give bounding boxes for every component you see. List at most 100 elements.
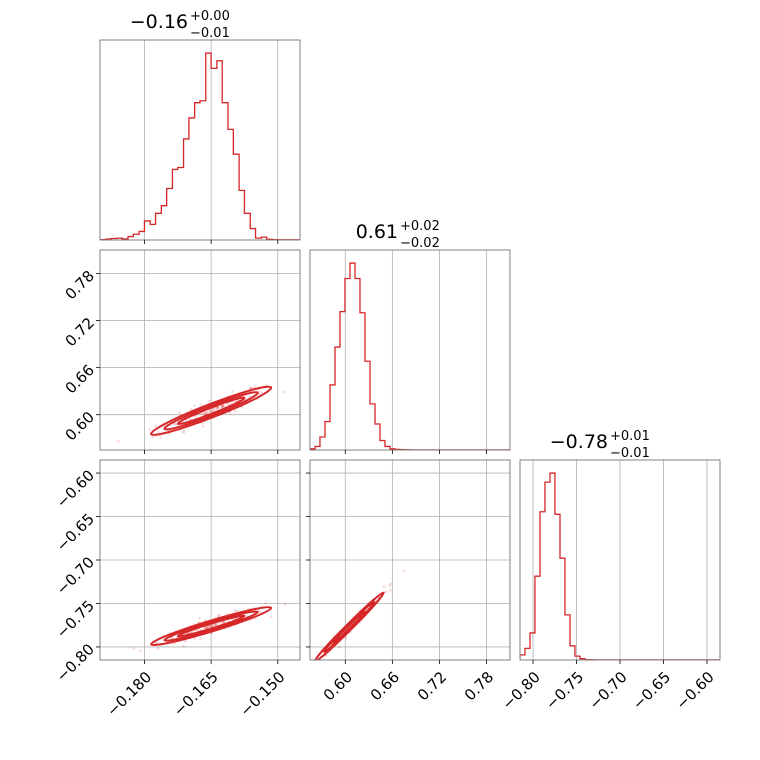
scatter-point xyxy=(198,616,201,620)
hist-param0-title: −0.16 xyxy=(130,11,188,33)
hist-param1-marks xyxy=(310,262,510,450)
scatter-point xyxy=(221,405,224,409)
y-tick-label: 0.78 xyxy=(62,267,98,303)
density-contour xyxy=(150,606,273,646)
hist-param1-frame xyxy=(309,249,511,451)
scatter-point xyxy=(159,436,162,439)
scatter-point xyxy=(218,621,222,625)
joint-param0-param2-marks xyxy=(132,602,287,652)
scatter-point xyxy=(184,639,187,643)
scatter-point xyxy=(282,390,286,394)
scatter-point xyxy=(233,409,237,413)
scatter-point xyxy=(201,425,205,428)
scatter-point xyxy=(132,647,136,650)
scatter-point xyxy=(221,404,225,408)
hist-param2-title-sup: +0.01 xyxy=(610,429,650,444)
histogram-step xyxy=(310,262,510,450)
scatter-point xyxy=(389,589,392,592)
scatter-point xyxy=(215,408,218,412)
scatter-point xyxy=(205,411,209,414)
x-tick-label: −0.65 xyxy=(629,668,674,713)
y-tick-label: 0.66 xyxy=(62,361,98,397)
hist-param0-title-sub: −0.01 xyxy=(190,26,230,41)
scatter-point xyxy=(192,404,196,407)
scatter-point xyxy=(203,411,207,414)
scatter-point xyxy=(207,410,211,414)
scatter-point xyxy=(116,440,120,443)
hist-param2-grid xyxy=(532,460,708,660)
scatter-point xyxy=(220,405,224,409)
scatter-point xyxy=(193,637,197,640)
scatter-point xyxy=(171,636,175,640)
scatter-point xyxy=(215,406,218,410)
scatter-point xyxy=(188,418,191,421)
scatter-point xyxy=(384,590,388,594)
scatter-point xyxy=(253,385,257,389)
x-tick-label: 0.66 xyxy=(367,668,403,704)
scatter-point xyxy=(210,410,213,413)
hist-param1-title-sub: −0.02 xyxy=(400,236,440,251)
y-tick-label: −0.60 xyxy=(53,466,98,511)
density-contour xyxy=(150,385,273,436)
scatter-point xyxy=(260,391,263,394)
scatter-point xyxy=(213,623,217,627)
scatter-point xyxy=(182,431,185,434)
density-contour xyxy=(313,591,385,660)
joint-param1-param2-panel xyxy=(306,459,511,669)
scatter-point xyxy=(153,642,157,645)
density-contour xyxy=(163,391,259,431)
scatter-point xyxy=(338,646,341,649)
scatter-point xyxy=(203,412,206,416)
joint-param1-param2-grid xyxy=(310,460,510,660)
hist-param0-panel: −0.16 +0.00 −0.01 xyxy=(99,9,301,244)
hist-param2-title: −0.78 xyxy=(550,431,608,453)
scatter-point xyxy=(213,623,216,627)
joint-param0-param1-grid xyxy=(100,250,300,450)
scatter-point xyxy=(209,625,212,628)
scatter-point xyxy=(199,637,203,640)
scatter-point xyxy=(264,602,267,605)
scatter-point xyxy=(389,582,393,586)
scatter-point xyxy=(382,585,386,589)
y-tick-label: −0.75 xyxy=(53,597,98,642)
x-tick-label: −0.70 xyxy=(586,668,631,713)
joint-param0-param2-grid xyxy=(100,460,300,660)
scatter-point xyxy=(283,603,287,606)
scatter-point xyxy=(173,422,177,425)
scatter-point xyxy=(249,386,253,390)
scatter-point xyxy=(235,609,238,613)
y-tick-label: 0.60 xyxy=(62,408,98,444)
hist-param0-title-sup: +0.00 xyxy=(190,9,230,24)
hist-param0-marks xyxy=(100,52,300,240)
scatter-point xyxy=(315,660,318,663)
scatter-point xyxy=(156,647,160,650)
scatter-point xyxy=(178,411,182,415)
y-tick-label: −0.70 xyxy=(53,553,98,598)
scatter-point xyxy=(217,614,220,618)
scatter-point xyxy=(211,623,214,627)
scatter-point xyxy=(212,409,216,412)
joint-param0-param2-panel xyxy=(96,459,301,664)
scatter-point xyxy=(182,430,186,433)
x-tick-label: 0.72 xyxy=(414,668,450,704)
x-tick-label: 0.60 xyxy=(320,668,356,704)
scatter-point xyxy=(269,615,273,619)
scatter-point xyxy=(312,661,315,664)
scatter-point xyxy=(172,422,176,426)
scatter-point xyxy=(310,666,313,669)
scatter-point xyxy=(173,642,176,645)
hist-param1-title-sup: +0.02 xyxy=(400,219,440,234)
scatter-point xyxy=(208,624,212,628)
density-contour xyxy=(176,614,246,638)
x-tick-label: −0.75 xyxy=(542,668,587,713)
hist-param1-panel: 0.61 +0.02 −0.02 xyxy=(309,219,511,454)
scatter-point xyxy=(139,649,142,652)
hist-param1-title: 0.61 xyxy=(356,221,398,243)
scatter-point xyxy=(248,394,252,398)
scatter-point xyxy=(259,610,262,614)
scatter-point xyxy=(308,665,311,668)
scatter-point xyxy=(312,663,315,666)
y-tick-label: 0.72 xyxy=(62,314,98,350)
joint-param0-param1-frame xyxy=(99,249,301,451)
